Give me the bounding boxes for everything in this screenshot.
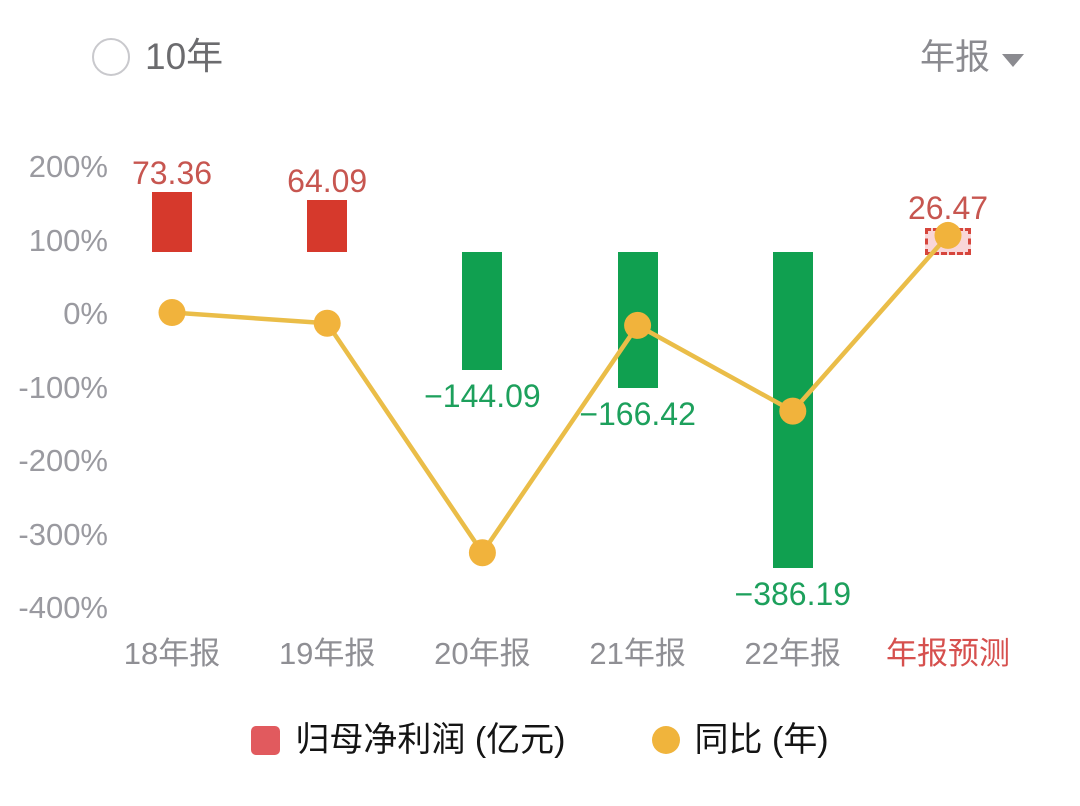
x-axis-label: 21年报 — [589, 636, 686, 671]
profit-bar[interactable] — [617, 252, 658, 389]
bar-value-label: −386.19 — [734, 575, 852, 612]
y-axis-tick-label: 200% — [28, 149, 108, 184]
legend-item-net-profit: 归母净利润 (亿元) — [251, 720, 566, 760]
yoy-point[interactable] — [313, 309, 341, 337]
y-axis-tick-label: -100% — [18, 369, 108, 405]
ten-year-radio-label[interactable]: 10年 — [145, 36, 224, 77]
bar-series-swatch-icon — [251, 725, 281, 755]
ten-year-radio-button[interactable] — [92, 38, 130, 76]
yoy-point[interactable] — [158, 299, 186, 327]
profit-bar[interactable] — [152, 191, 192, 252]
legend-label-yoy: 同比 (年) — [694, 721, 829, 759]
legend-label-net-profit: 归母净利润 (亿元) — [295, 721, 566, 759]
y-axis-tick-label: -400% — [18, 590, 108, 625]
profit-bar[interactable] — [307, 199, 348, 252]
legend-item-yoy: 同比 (年) — [651, 720, 829, 760]
x-axis-label: 20年报 — [434, 636, 531, 671]
range-toggle: 10年 — [92, 36, 223, 78]
chart-legend: 归母净利润 (亿元) 同比 (年) — [0, 720, 1080, 760]
bar-value-label: 64.09 — [287, 162, 368, 199]
y-axis-tick-label: -200% — [18, 443, 108, 478]
yoy-point[interactable] — [468, 539, 496, 567]
x-axis-label: 18年报 — [123, 636, 221, 671]
forecast-bar[interactable] — [925, 228, 971, 255]
y-axis-tick-label: 100% — [28, 222, 108, 258]
bar-value-label: −166.42 — [579, 396, 696, 433]
bar-value-label: 26.47 — [907, 190, 989, 227]
x-axis-label: 年报预测 — [886, 636, 1010, 671]
bar-value-label: 73.36 — [131, 154, 213, 191]
chevron-down-icon — [1002, 54, 1025, 67]
profit-bar[interactable] — [462, 252, 503, 370]
line-series-swatch-icon — [651, 726, 680, 754]
x-axis-label: 19年报 — [278, 636, 376, 671]
profit-bar[interactable] — [772, 252, 813, 568]
y-axis-tick-label: 0% — [63, 296, 108, 331]
y-axis-tick-label: -300% — [18, 516, 108, 552]
x-axis-label: 22年报 — [744, 636, 842, 671]
period-selector[interactable]: 年报 — [920, 38, 1025, 78]
period-selector-label: 年报 — [920, 38, 991, 77]
